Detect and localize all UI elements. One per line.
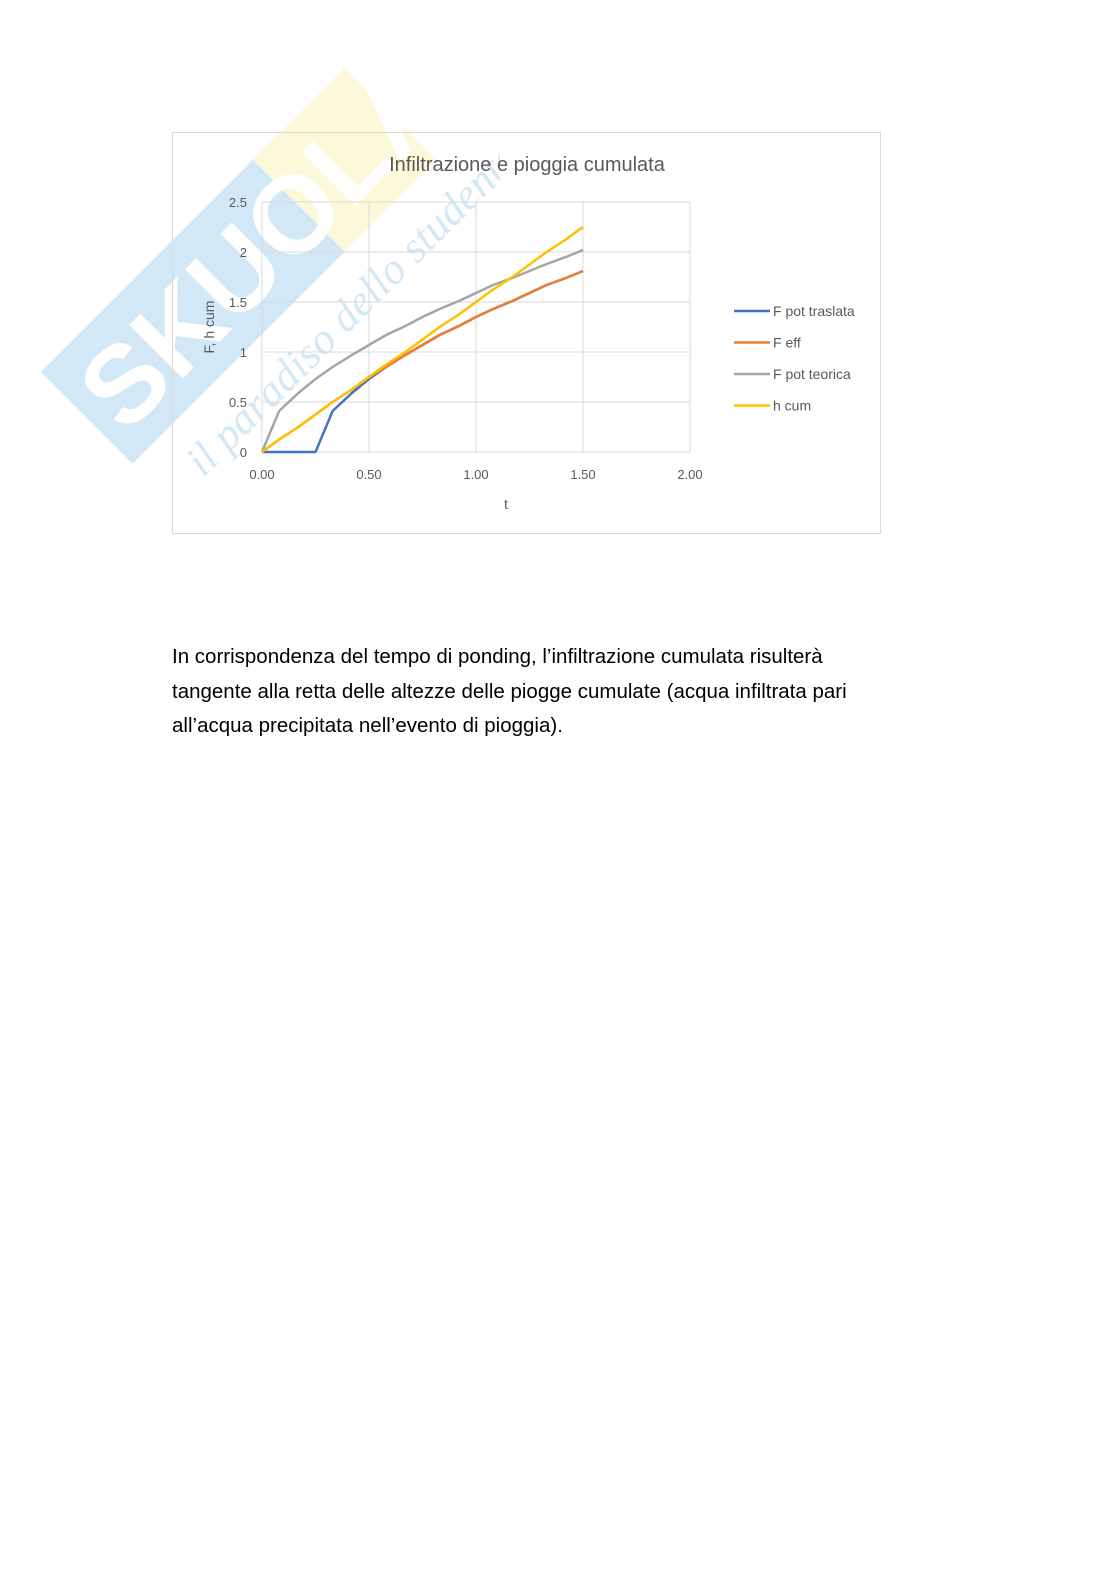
- y-tick-label: 2: [240, 245, 247, 260]
- chart: Infiltrazione e pioggia cumulata 0 0.5 1 1.…: [172, 132, 881, 534]
- body-paragraph: In corrispondenza del tempo di ponding, …: [172, 640, 847, 744]
- series-line-f-pot-traslata: [262, 269, 584, 454]
- y-axis-label: F, h cum: [201, 301, 217, 354]
- y-tick-label: 2.5: [229, 195, 247, 210]
- x-axis-label: t: [504, 496, 508, 512]
- y-tick-label: 1: [240, 345, 247, 360]
- x-tick-label: 2.00: [677, 467, 702, 482]
- legend-label: F pot traslata: [773, 303, 855, 319]
- y-tick-label: 1.5: [229, 295, 247, 310]
- series-line-f-pot-teorica: [260, 248, 584, 453]
- series-line-f-eff: [261, 269, 584, 454]
- y-tick-label: 0.5: [229, 395, 247, 410]
- x-tick-label: 0.50: [356, 467, 381, 482]
- paragraph-line: In corrispondenza del tempo di ponding, …: [172, 645, 823, 668]
- legend-label: F eff: [773, 335, 801, 351]
- x-tick-label: 1.50: [570, 467, 595, 482]
- paragraph-line: all’acqua precipitata nell’evento di pio…: [172, 714, 563, 737]
- x-tick-label: 1.00: [463, 467, 488, 482]
- paragraph-line: tangente alla retta delle altezze delle …: [172, 679, 847, 703]
- x-tick-label: 0.00: [249, 467, 274, 482]
- series-line-h-cum: [261, 225, 584, 454]
- legend-label: h cum: [773, 398, 811, 414]
- chart-svg: Infiltrazione e pioggia cumulata 0 0.5 1 1.…: [201, 154, 855, 512]
- chart-title: Infiltrazione e pioggia cumulata: [389, 154, 666, 176]
- y-tick-label: 0: [240, 445, 247, 460]
- legend-label: F pot teorica: [773, 366, 851, 382]
